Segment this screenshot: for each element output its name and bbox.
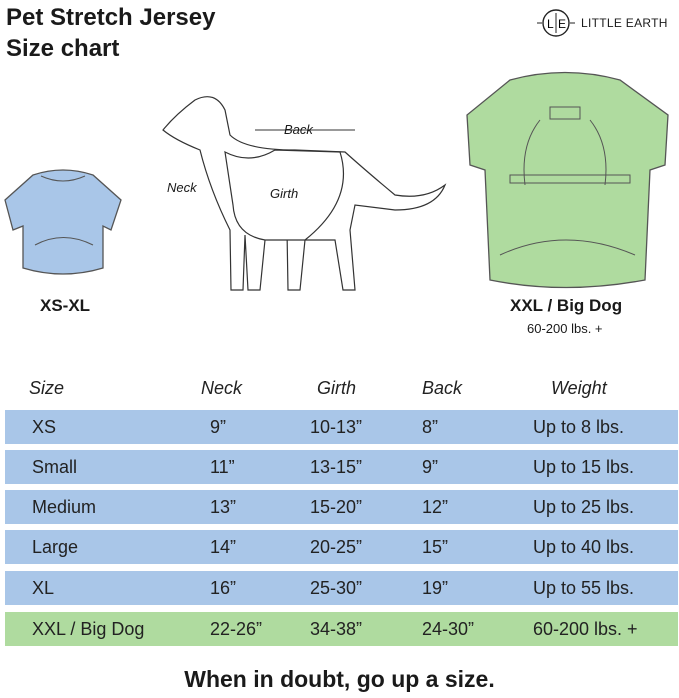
svg-text:E: E: [558, 17, 566, 31]
small-shirt-illustration: [4, 169, 122, 275]
svg-text:L: L: [547, 17, 554, 31]
cell-back: 12”: [422, 497, 449, 517]
header-girth: Girth: [317, 378, 357, 398]
cell-neck: 13”: [210, 497, 237, 517]
table-row: XXL / Big Dog 22-26” 34-38” 24-30” 60-200 lb…: [5, 612, 678, 646]
cell-girth: 25-30”: [310, 578, 363, 598]
big-size-label: XXL / Big Dog: [510, 296, 623, 315]
neck-label: Neck: [167, 180, 197, 195]
cell-weight: Up to 55 lbs.: [533, 578, 635, 598]
back-label: Back: [284, 122, 313, 137]
footer-note: When in doubt, go up a size.: [184, 666, 495, 692]
table-row: XL 16” 25-30” 19” Up to 55 lbs.: [5, 571, 678, 605]
dog-illustration: [162, 96, 447, 291]
header-weight: Weight: [551, 378, 607, 398]
cell-back: 15”: [422, 537, 449, 557]
small-size-label: XS-XL: [40, 296, 91, 315]
header-size: Size: [29, 378, 65, 398]
cell-neck: 22-26”: [210, 619, 263, 639]
cell-girth: 13-15”: [310, 457, 363, 477]
girth-label: Girth: [270, 186, 299, 201]
cell-size: Medium: [32, 497, 97, 517]
cell-size: Small: [32, 457, 78, 477]
header-back: Back: [422, 378, 463, 398]
cell-neck: 16”: [210, 578, 237, 598]
table-row: XS 9” 10-13” 8” Up to 8 lbs.: [5, 410, 678, 444]
cell-girth: 34-38”: [310, 619, 363, 639]
cell-weight: Up to 15 lbs.: [533, 457, 635, 477]
cell-neck: 11”: [210, 457, 235, 477]
brand-name: LITTLE EARTH: [581, 16, 668, 30]
cell-size: Large: [32, 537, 79, 557]
big-shirt-illustration: [466, 71, 669, 289]
cell-back: 9”: [422, 457, 439, 477]
cell-girth: 15-20”: [310, 497, 363, 517]
cell-back: 8”: [422, 417, 439, 437]
cell-girth: 20-25”: [310, 537, 363, 557]
cell-neck: 9”: [210, 417, 227, 437]
cell-weight: Up to 40 lbs.: [533, 537, 635, 557]
cell-neck: 14”: [210, 537, 237, 557]
cell-size: XXL / Big Dog: [32, 619, 145, 639]
header-neck: Neck: [201, 378, 243, 398]
cell-girth: 10-13”: [310, 417, 363, 437]
big-size-weight: 60-200 lbs. +: [527, 321, 603, 336]
table-row: Small 11” 13-15” 9” Up to 15 lbs.: [5, 450, 678, 484]
table-row: Medium 13” 15-20” 12” Up to 25 lbs.: [5, 490, 678, 524]
cell-back: 19”: [422, 578, 449, 598]
cell-size: XL: [32, 578, 55, 598]
cell-weight: Up to 8 lbs.: [533, 417, 625, 437]
page-title: Pet Stretch Jersey Size chart: [6, 4, 216, 62]
cell-back: 24-30”: [422, 619, 475, 639]
cell-weight: Up to 25 lbs.: [533, 497, 635, 517]
cell-size: XS: [32, 417, 57, 437]
cell-weight: 60-200 lbs. +: [533, 619, 638, 639]
table-row: Large 14” 20-25” 15” Up to 40 lbs.: [5, 530, 678, 564]
